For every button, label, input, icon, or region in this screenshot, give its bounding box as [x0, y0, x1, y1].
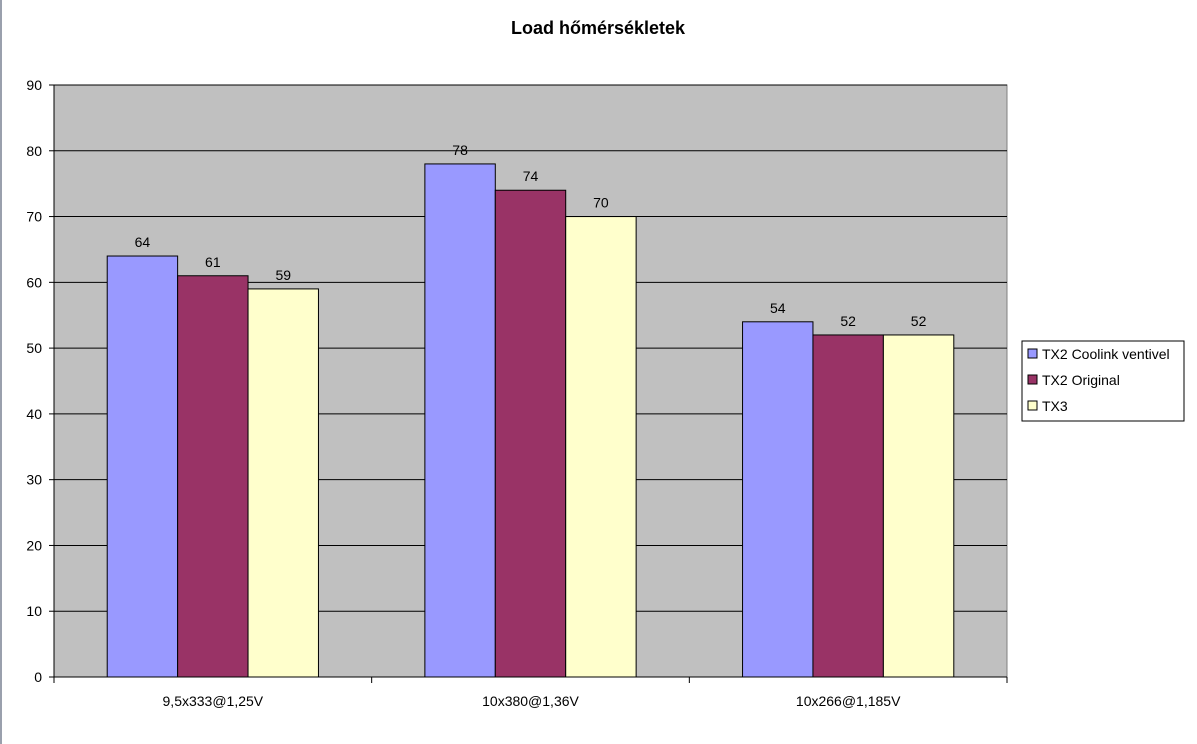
bar: [247, 288, 319, 678]
legend-label: TX2 Original: [1042, 372, 1120, 388]
legend-swatch: [1027, 374, 1038, 385]
data-label: 70: [593, 195, 609, 211]
bar: [565, 216, 637, 678]
data-label: 74: [523, 168, 539, 184]
y-tick-label: 80: [26, 143, 42, 159]
data-label: 52: [840, 313, 856, 329]
y-tick-label: 20: [26, 537, 42, 553]
bar: [882, 334, 955, 678]
legend-label: TX3: [1042, 398, 1068, 414]
y-tick-label: 0: [34, 669, 42, 685]
bars: [106, 163, 955, 678]
bar: [494, 189, 567, 678]
legend-box: [1021, 340, 1185, 422]
bar: [424, 163, 496, 678]
data-labels: 64 78 54 61 74 52 59 70 52: [135, 142, 927, 329]
chart-title: Load hőmérsékletek: [511, 18, 686, 38]
y-tick-label: 50: [26, 340, 42, 356]
data-label: 59: [275, 267, 291, 283]
x-category-label: 9,5x333@1,25V: [163, 693, 264, 709]
bar: [106, 255, 179, 678]
data-label: 54: [770, 300, 786, 316]
bar: [742, 321, 814, 678]
y-tick-label: 70: [26, 209, 42, 225]
data-label: 61: [205, 254, 221, 270]
data-label: 64: [135, 234, 151, 250]
bar: [177, 275, 249, 678]
legend-swatch: [1027, 348, 1038, 359]
bar: [812, 334, 884, 678]
y-tick-label: 90: [26, 77, 42, 93]
y-tick-label: 10: [26, 603, 42, 619]
y-tick-label: 30: [26, 472, 42, 488]
legend-swatch: [1027, 400, 1038, 411]
x-category-label: 10x266@1,185V: [796, 693, 901, 709]
window-left-edge: [0, 0, 2, 744]
y-tick-label: 40: [26, 406, 42, 422]
y-tick-label: 60: [26, 274, 42, 290]
data-label: 78: [452, 142, 468, 158]
x-category-label: 10x380@1,36V: [482, 693, 579, 709]
data-label: 52: [911, 313, 927, 329]
legend-label: TX2 Coolink ventivel: [1042, 346, 1170, 362]
legend: TX2 Coolink ventivel TX2 Original TX3: [1021, 340, 1185, 422]
